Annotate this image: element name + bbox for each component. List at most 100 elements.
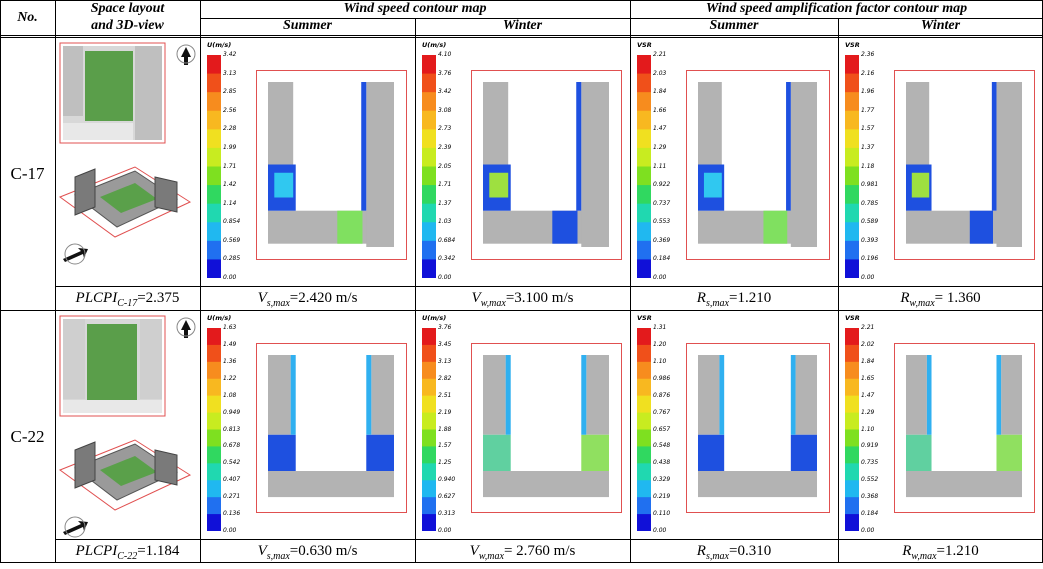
shape (64, 516, 86, 538)
legend-title: VSR (637, 41, 652, 49)
figure (422, 55, 436, 278)
shape (637, 395, 651, 414)
legend-label: 1.84 (653, 88, 667, 96)
shape (845, 166, 859, 186)
shape (845, 147, 859, 167)
shape (181, 47, 191, 65)
shape (845, 344, 859, 363)
shape (422, 378, 436, 397)
shape (422, 429, 436, 447)
shape (637, 378, 651, 397)
legend-label: 1.49 (223, 340, 237, 348)
legend-label: 1.65 (861, 374, 875, 382)
legend-label: 2.51 (438, 391, 452, 399)
legend-label: 2.82 (438, 374, 452, 382)
legend-label: 0.136 (223, 510, 241, 518)
caption: Rw,max= 1.360 (838, 286, 1043, 310)
shape (703, 172, 722, 198)
shape (207, 203, 221, 223)
shape (207, 73, 221, 93)
caption-symbol: R (696, 543, 706, 559)
legend-label: 0.678 (223, 442, 241, 450)
figure (637, 55, 651, 278)
legend-label: 0.407 (223, 476, 241, 484)
caption-symbol: R (902, 543, 912, 559)
shape (637, 259, 651, 278)
legend-label: 0.569 (223, 236, 241, 244)
shape (996, 82, 1022, 247)
caption-value: =3.100 m/s (505, 290, 574, 306)
legend-label: 1.57 (438, 442, 452, 450)
caption: PLCPIC-17=2.375 (55, 286, 200, 310)
header-season: Winter (502, 18, 543, 33)
legend-label: 0.735 (861, 459, 879, 467)
shape (489, 172, 509, 198)
shape (207, 55, 221, 75)
shape (207, 429, 221, 447)
shape (637, 480, 651, 498)
shape (991, 82, 997, 211)
shape (207, 129, 221, 149)
caption-symbol: V (471, 290, 481, 306)
caption: Vs,max=2.420 m/s (200, 286, 415, 310)
legend-label: 0.285 (223, 255, 241, 263)
shape (58, 439, 192, 511)
legend-label: 0.767 (653, 408, 671, 416)
shape (74, 168, 96, 216)
legend-label: 1.71 (438, 181, 452, 189)
shape (268, 355, 291, 435)
legend-label: 0.196 (861, 255, 879, 263)
shape (337, 210, 363, 244)
caption-value: =0.310 (729, 543, 772, 559)
shape (154, 449, 178, 486)
legend-label: 2.21 (861, 324, 875, 331)
legend-label: 0.271 (223, 493, 241, 501)
shape (845, 497, 859, 515)
figure (845, 328, 859, 531)
figure (256, 343, 407, 513)
shape (422, 240, 436, 260)
legend-label: 1.77 (861, 106, 875, 114)
legend-label: 0.737 (653, 199, 671, 207)
legend-label: 1.71 (223, 162, 237, 170)
shape (637, 361, 651, 380)
shape (906, 471, 1022, 498)
rule (0, 310, 1043, 311)
shape (911, 172, 930, 198)
figure (894, 343, 1035, 513)
legend-label: 0.684 (438, 236, 456, 244)
figure (422, 328, 436, 531)
shape (845, 514, 859, 531)
shape (58, 166, 192, 238)
legend-label: 1.22 (223, 374, 237, 382)
caption-subscript: w,max (478, 551, 504, 562)
shape (581, 355, 587, 435)
shape (637, 110, 651, 130)
shape (845, 203, 859, 223)
figure (637, 328, 651, 531)
legend-label: 0.813 (223, 425, 241, 433)
legend-label: 1.14 (223, 199, 237, 207)
legend-label: 0.657 (653, 425, 671, 433)
shape (552, 210, 578, 244)
legend-label: 0.329 (653, 476, 671, 484)
shape (845, 222, 859, 242)
legend-label: 0.553 (653, 218, 671, 226)
legend-label: 3.42 (223, 51, 237, 58)
shape (637, 73, 651, 93)
legend-label: 1.29 (861, 408, 875, 416)
shape (422, 185, 436, 205)
shape (483, 355, 506, 435)
shape (637, 328, 651, 346)
shape (996, 355, 1002, 435)
shape (176, 44, 196, 64)
rule (838, 18, 839, 563)
header-season: Summer (709, 18, 759, 33)
shape (996, 434, 1022, 471)
shape (719, 355, 725, 435)
shape (637, 147, 651, 167)
shape (366, 434, 394, 471)
shape (581, 434, 609, 471)
rule (0, 0, 1, 563)
